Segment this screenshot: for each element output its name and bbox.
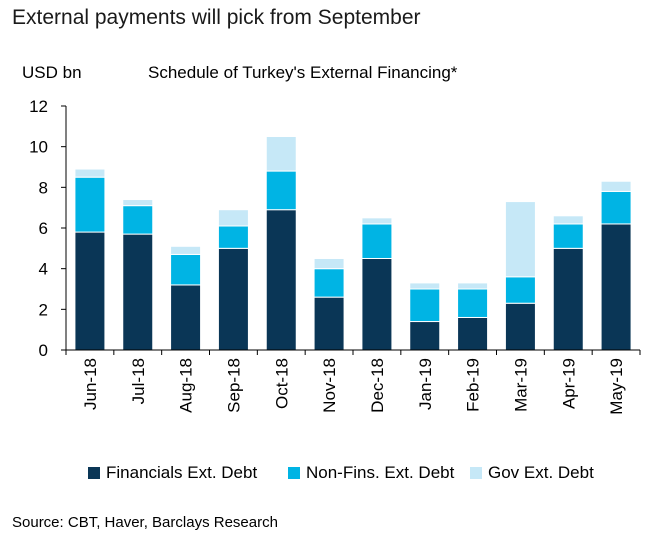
y-tick-label: 2 [39, 300, 48, 319]
y-tick-label: 10 [29, 138, 48, 157]
legend-item: Non-Fins. Ext. Debt [288, 463, 454, 483]
bar-segment-gov-ext-debt-jul-18 [122, 199, 154, 207]
x-tick-label: Mar-19 [511, 358, 530, 412]
bar-segment-gov-ext-debt-may-19 [600, 180, 632, 192]
bar-segment-non-fins-ext-debt-jul-18 [122, 205, 154, 235]
bar-segment-non-fins-ext-debt-feb-19 [457, 288, 489, 318]
bar-segment-non-fins-ext-debt-aug-18 [170, 253, 202, 286]
x-tick-label: Sep-18 [224, 358, 243, 413]
bar-segment-non-fins-ext-debt-oct-18 [265, 170, 297, 211]
bar-segment-gov-ext-debt-apr-19 [552, 215, 584, 225]
x-tick-label: Aug-18 [177, 358, 196, 413]
y-tick-label: 6 [39, 219, 48, 238]
y-axis-unit-label: USD bn [22, 63, 82, 82]
bar-segment-non-fins-ext-debt-nov-18 [313, 268, 345, 298]
y-tick-label: 4 [39, 260, 48, 279]
bar-segment-financials-ext-debt-oct-18 [265, 209, 297, 351]
x-tick-label: Oct-18 [272, 358, 291, 409]
x-tick-label: Jun-18 [81, 358, 100, 410]
x-tick-label: Dec-18 [368, 358, 387, 413]
bar-segment-financials-ext-debt-dec-18 [361, 258, 393, 351]
bar-segment-financials-ext-debt-sep-18 [217, 247, 249, 351]
legend-item: Financials Ext. Debt [88, 463, 257, 483]
bar-segment-gov-ext-debt-nov-18 [313, 258, 345, 270]
legend-label: Gov Ext. Debt [488, 463, 594, 482]
x-tick-label: Jan-19 [416, 358, 435, 410]
bar-segment-financials-ext-debt-jun-18 [74, 231, 106, 351]
bar-segment-gov-ext-debt-aug-18 [170, 245, 202, 255]
y-tick-label: 12 [29, 97, 48, 116]
legend-label: Non-Fins. Ext. Debt [306, 463, 455, 482]
bar-segment-non-fins-ext-debt-jun-18 [74, 176, 106, 233]
x-tick-label: Apr-19 [559, 358, 578, 409]
bar-segment-gov-ext-debt-jun-18 [74, 168, 106, 178]
bar-segment-financials-ext-debt-apr-19 [552, 247, 584, 351]
x-tick-label: Nov-18 [320, 358, 339, 413]
bar-segment-non-fins-ext-debt-mar-19 [504, 276, 536, 304]
x-tick-label: Jul-18 [129, 358, 148, 404]
y-tick-label: 8 [39, 178, 48, 197]
x-tick-label: May-19 [607, 358, 626, 415]
bar-segment-non-fins-ext-debt-may-19 [600, 190, 632, 225]
bar-segment-financials-ext-debt-may-19 [600, 223, 632, 351]
bar-segment-non-fins-ext-debt-apr-19 [552, 223, 584, 249]
bar-segment-gov-ext-debt-sep-18 [217, 209, 249, 227]
bar-segment-gov-ext-debt-feb-19 [457, 282, 489, 290]
legend-label: Financials Ext. Debt [106, 463, 258, 482]
y-tick-label: 0 [39, 341, 48, 360]
page-title: External payments will pick from Septemb… [12, 6, 421, 29]
source-note: Source: CBT, Haver, Barclays Research [12, 514, 278, 531]
bar-segment-financials-ext-debt-nov-18 [313, 296, 345, 351]
bar-segment-gov-ext-debt-dec-18 [361, 217, 393, 225]
bar-segment-non-fins-ext-debt-dec-18 [361, 223, 393, 259]
bar-segment-gov-ext-debt-mar-19 [504, 201, 536, 278]
y-axis-ticks: 0 2 4 6 8 10 12 [29, 97, 66, 360]
x-tick-label: Feb-19 [464, 358, 483, 412]
bar-group [74, 136, 632, 351]
chart-title: Schedule of Turkey's External Financing* [148, 63, 458, 82]
legend-item: Gov Ext. Debt [470, 463, 594, 483]
bar-segment-financials-ext-debt-feb-19 [457, 316, 489, 351]
bar-segment-non-fins-ext-debt-sep-18 [217, 225, 249, 249]
bar-segment-gov-ext-debt-jan-19 [409, 282, 441, 290]
bar-segment-gov-ext-debt-oct-18 [265, 136, 297, 172]
bar-segment-financials-ext-debt-mar-19 [504, 302, 536, 351]
bar-segment-financials-ext-debt-jul-18 [122, 233, 154, 351]
legend-swatch [288, 467, 300, 479]
bar-segment-financials-ext-debt-aug-18 [170, 284, 202, 351]
bar-segment-financials-ext-debt-jan-19 [409, 321, 441, 351]
legend-swatch [470, 467, 482, 479]
x-axis-ticks: Jun-18 Jul-18 Aug-18 Sep-18 Oct-18 Nov-18 Dec-… [65, 350, 641, 415]
legend-swatch [88, 467, 100, 479]
bar-segment-non-fins-ext-debt-jan-19 [409, 288, 441, 323]
